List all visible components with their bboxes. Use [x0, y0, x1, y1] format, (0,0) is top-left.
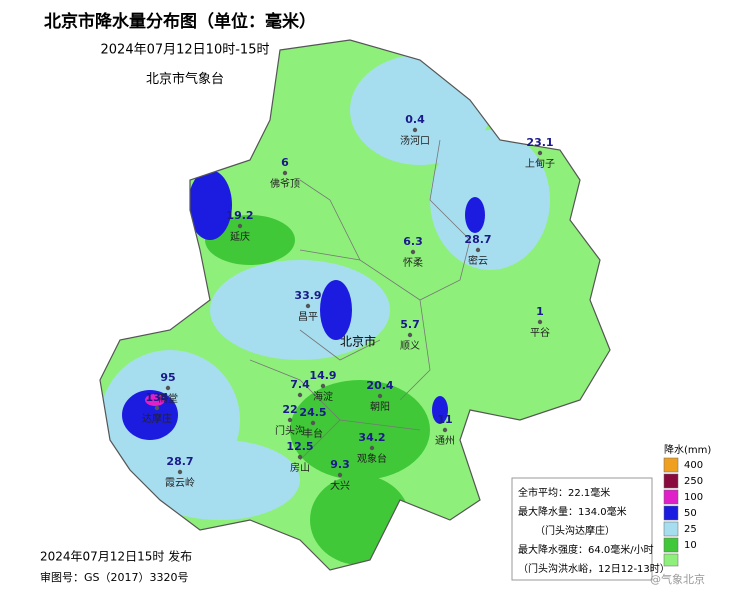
- station-value: 33.9: [294, 289, 321, 302]
- station-value: 24.5: [299, 406, 326, 419]
- station-dot: [154, 405, 160, 411]
- info-line: 最大降水强度：64.0毫米/小时: [518, 543, 654, 556]
- station-value: 14.9: [309, 369, 336, 382]
- station-name: 昌平: [298, 311, 318, 323]
- approval: 审图号：GS（2017）3320号: [40, 570, 189, 584]
- station-value: 1: [536, 305, 544, 318]
- station-name: 顺义: [400, 340, 420, 352]
- station-dot: [377, 393, 383, 399]
- station-name: 延庆: [230, 230, 250, 243]
- legend-swatch: [663, 473, 679, 489]
- station-name: 丰台: [303, 427, 323, 440]
- station-dot: [537, 150, 543, 156]
- issuer: 北京市气象台: [146, 71, 224, 86]
- info-line: 全市平均：22.1毫米: [518, 486, 610, 499]
- station-dot: [475, 247, 481, 253]
- district-borders: [249, 139, 471, 461]
- legend-title: 降水(mm): [664, 443, 711, 456]
- info-line: （门头沟洪水峪，12日12-13时）: [518, 562, 670, 575]
- station-name: 达摩庄: [142, 412, 172, 425]
- station-name: 密云: [468, 254, 488, 267]
- legend-label: 400: [684, 460, 703, 471]
- station-name: 观象台: [357, 452, 387, 465]
- station-value: 6.3: [403, 235, 423, 248]
- station-name: 门头沟: [275, 424, 305, 437]
- watermark: @气象北京: [650, 572, 705, 586]
- info-box: [511, 477, 653, 581]
- station-value: 134: [146, 391, 169, 404]
- station-value: 7.4: [290, 378, 310, 391]
- station-dot: [297, 392, 303, 398]
- station-dot: [297, 454, 303, 460]
- info-line: 最大降水量：134.0毫米: [518, 505, 627, 518]
- legend-swatch: [663, 489, 679, 505]
- legend-swatch: [663, 537, 679, 553]
- station-name: 大兴: [330, 479, 350, 492]
- station-dot: [320, 383, 326, 389]
- legend-swatch: [663, 521, 679, 537]
- station-dot: [177, 469, 183, 475]
- legend-label: 10: [684, 540, 697, 551]
- station-name: 海淀: [313, 390, 333, 403]
- legend-label: 25: [684, 524, 697, 535]
- station-dot: [310, 420, 316, 426]
- station-value: 22: [282, 403, 297, 416]
- station-value: 20.4: [366, 379, 393, 392]
- station-name: 霞云岭: [165, 476, 195, 489]
- station-dot: [287, 417, 293, 423]
- station-dot: [369, 445, 375, 451]
- station-name: 汤河口: [400, 134, 430, 147]
- legend-swatch: [663, 553, 679, 567]
- station-dot: [442, 427, 448, 433]
- station-dot: [337, 472, 343, 478]
- station-dot: [407, 332, 413, 338]
- info-line: （门头沟达摩庄）: [535, 524, 615, 537]
- release: 2024年07月12日15时 发布: [40, 549, 192, 564]
- station-dot: [282, 170, 288, 176]
- station-name: 斋堂: [158, 392, 178, 405]
- station-dot: [237, 223, 243, 229]
- station-value: 12.5: [286, 440, 313, 453]
- station-name: 通州: [435, 435, 455, 447]
- station-name: 怀柔: [403, 257, 423, 269]
- station-dot: [537, 319, 543, 325]
- station-value: 6: [281, 156, 289, 169]
- station-value: 28.7: [464, 233, 491, 246]
- station-name: 上甸子: [525, 157, 555, 170]
- station-dot: [165, 385, 171, 391]
- station-name: 房山: [290, 461, 310, 474]
- station-name: 朝阳: [370, 401, 390, 413]
- station-value: 5.7: [400, 318, 420, 331]
- station-value: 11: [437, 413, 452, 426]
- legend-label: 250: [684, 476, 703, 487]
- station-value: 23.1: [526, 136, 553, 149]
- title: 北京市降水量分布图（单位：毫米）: [44, 11, 316, 32]
- station-dot: [305, 303, 311, 309]
- station-dot: [412, 127, 418, 133]
- city-label: 北京市: [340, 334, 376, 349]
- station-value: 28.7: [166, 455, 193, 468]
- station-value: 34.2: [358, 431, 385, 444]
- subtitle: 2024年07月12日10时-15时: [101, 43, 270, 58]
- station-name: 佛爷顶: [270, 177, 300, 190]
- station-dot: [410, 249, 416, 255]
- legend-label: 100: [684, 492, 703, 503]
- legend-swatch: [663, 505, 679, 521]
- legend-label: 50: [684, 508, 697, 519]
- station-name: 平谷: [530, 327, 550, 339]
- station-value: 95: [160, 371, 175, 384]
- station-value: 19.2: [226, 209, 253, 222]
- station-value: 9.3: [330, 458, 350, 471]
- legend-swatch: [663, 457, 679, 473]
- station-value: 0.4: [405, 113, 425, 126]
